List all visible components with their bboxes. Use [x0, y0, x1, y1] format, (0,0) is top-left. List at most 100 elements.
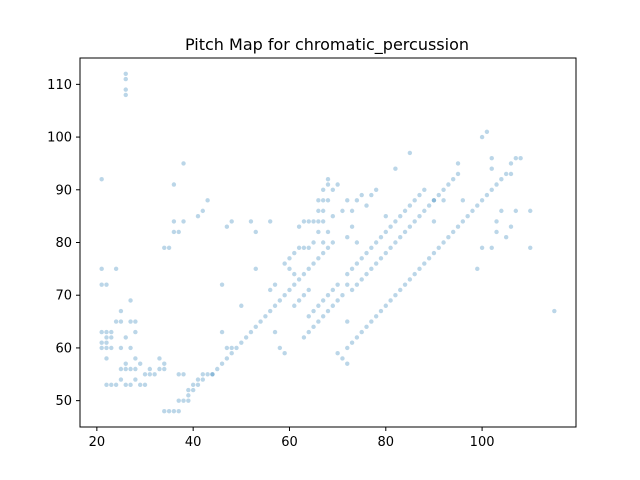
data-point: [215, 366, 220, 372]
data-point: [364, 250, 369, 256]
y-tick-label: 110: [47, 78, 72, 93]
data-point: [166, 408, 172, 414]
data-point: [104, 345, 109, 351]
data-point: [316, 303, 321, 308]
data-point: [407, 224, 413, 229]
data-point: [349, 266, 355, 272]
data-point: [301, 335, 307, 340]
data-point: [219, 329, 225, 335]
data-point: [109, 329, 114, 335]
data-point: [417, 213, 422, 219]
data-point: [335, 182, 340, 187]
data-point: [479, 198, 485, 203]
x-tick-label: 20: [89, 435, 106, 450]
data-point: [417, 266, 422, 272]
data-point: [128, 366, 133, 372]
data-point: [137, 361, 143, 366]
data-point: [99, 340, 104, 345]
data-point: [176, 229, 181, 235]
data-point: [455, 224, 461, 229]
data-point: [301, 293, 307, 298]
data-point: [388, 298, 393, 303]
data-point: [282, 261, 287, 266]
data-point: [407, 203, 413, 208]
data-point: [272, 303, 278, 308]
data-point: [282, 293, 287, 298]
data-point: [234, 345, 239, 351]
data-point: [354, 240, 360, 245]
data-point: [436, 192, 441, 198]
x-tick-label: 60: [281, 435, 298, 450]
data-point: [277, 345, 283, 351]
data-point: [157, 366, 162, 372]
data-point: [123, 382, 128, 388]
data-point: [123, 366, 128, 372]
data-point: [99, 282, 104, 287]
data-point: [133, 319, 138, 324]
data-point: [162, 408, 167, 414]
data-point: [364, 203, 369, 208]
data-point: [239, 303, 244, 308]
data-point: [133, 356, 138, 361]
data-point: [243, 335, 249, 340]
data-point: [364, 324, 369, 330]
data-point: [296, 245, 302, 250]
data-point: [513, 208, 519, 214]
data-point: [340, 356, 345, 361]
data-point: [398, 287, 403, 293]
data-point: [181, 372, 186, 377]
data-point: [489, 187, 494, 192]
data-point: [109, 345, 114, 351]
data-point: [316, 198, 321, 203]
data-point: [268, 219, 273, 224]
data-point: [186, 398, 191, 403]
data-point: [422, 261, 427, 266]
data-point: [349, 224, 355, 229]
data-point: [113, 382, 119, 388]
data-point: [306, 266, 311, 272]
data-point: [446, 182, 451, 187]
data-point: [451, 177, 456, 182]
data-point: [508, 224, 514, 229]
data-point: [407, 150, 413, 156]
data-point: [99, 329, 104, 335]
data-point: [484, 129, 490, 134]
data-point: [393, 166, 398, 171]
data-point: [176, 408, 181, 414]
data-point: [292, 303, 297, 308]
data-point: [272, 282, 278, 287]
data-point: [325, 229, 331, 235]
data-point: [316, 229, 321, 235]
data-point: [190, 382, 196, 388]
data-point: [253, 266, 258, 272]
data-point: [118, 319, 124, 324]
x-tick-label: 100: [470, 435, 495, 450]
data-point: [383, 250, 388, 256]
data-point: [412, 219, 417, 224]
data-point: [412, 198, 417, 203]
data-point: [263, 314, 268, 319]
data-point: [311, 308, 316, 314]
data-point: [171, 408, 177, 414]
data-point: [345, 345, 350, 351]
data-point: [268, 287, 273, 293]
data-point: [166, 245, 172, 250]
data-point: [123, 361, 128, 366]
data-point: [320, 240, 326, 245]
data-point: [431, 198, 437, 203]
data-point: [431, 250, 437, 256]
data-point: [248, 219, 254, 224]
data-point: [503, 235, 509, 240]
data-point: [282, 351, 287, 356]
data-point: [229, 351, 234, 356]
data-point: [258, 319, 263, 324]
data-point: [345, 271, 350, 277]
data-point: [123, 87, 128, 92]
data-point: [104, 335, 109, 340]
data-point: [301, 245, 307, 250]
data-point: [104, 340, 109, 345]
data-point: [123, 71, 128, 77]
data-point: [455, 171, 461, 177]
data-point: [335, 298, 340, 303]
